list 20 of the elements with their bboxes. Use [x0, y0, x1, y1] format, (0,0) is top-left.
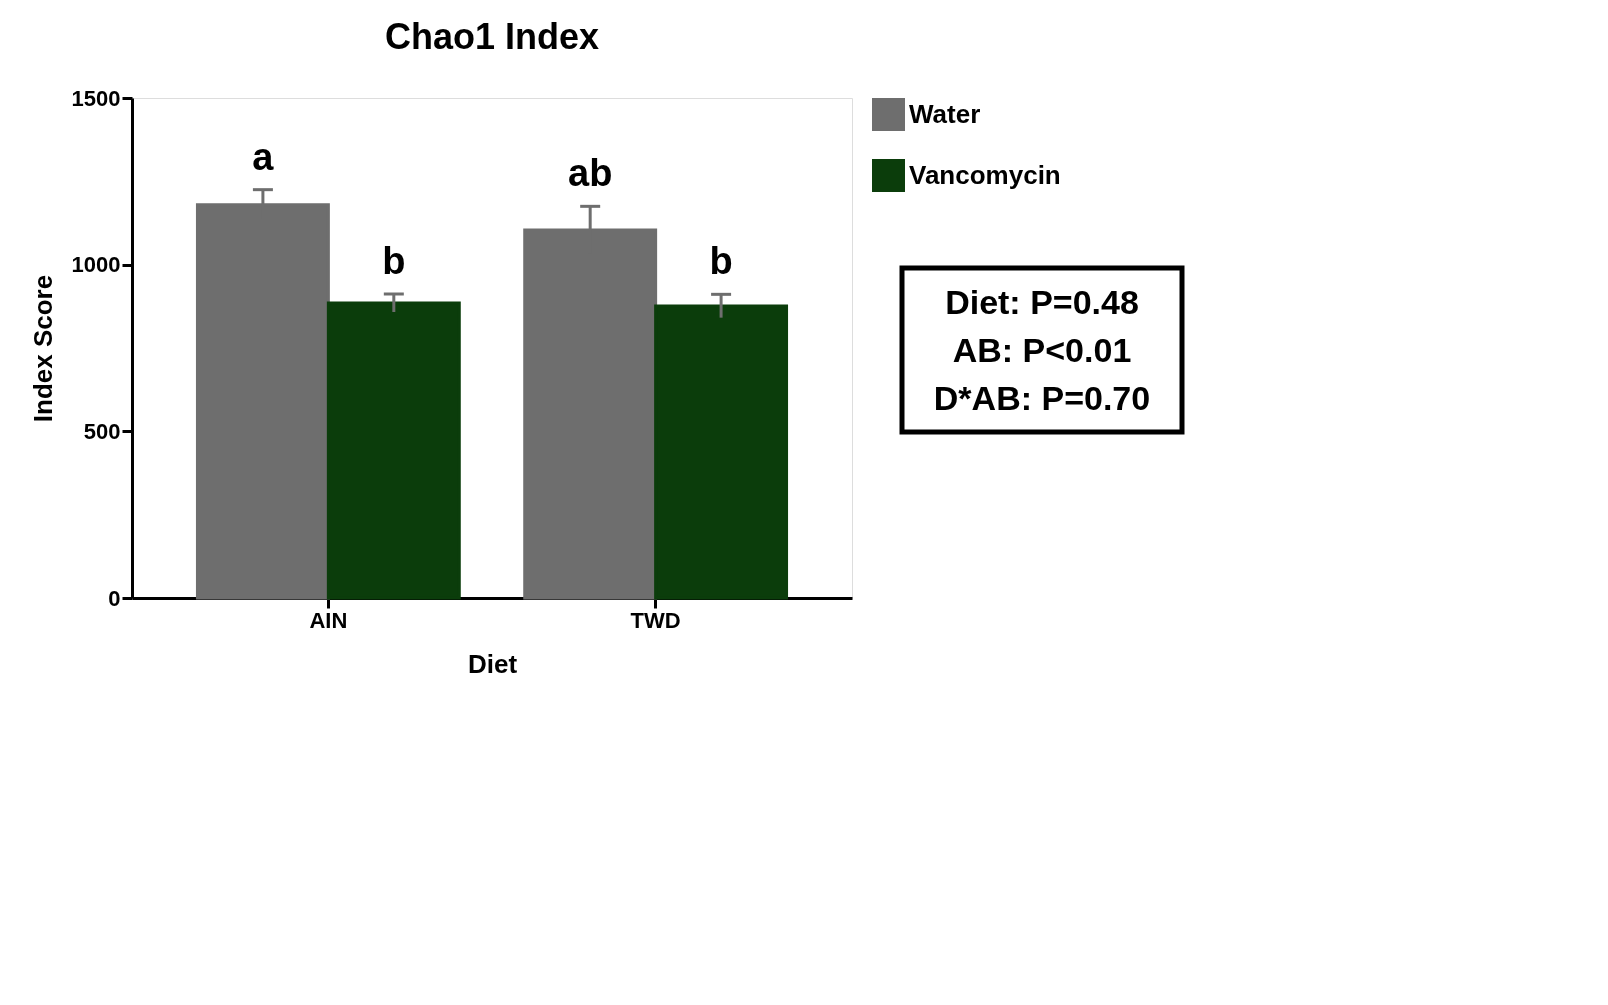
bar [654, 304, 789, 600]
x-axis-title: Diet [467, 648, 518, 679]
data-label: b [382, 240, 406, 282]
x-tick-label: AIN [309, 607, 348, 633]
text: Diet: P=0.48 [945, 283, 1139, 321]
data-label: a [252, 135, 275, 178]
x-tick-label: TWD [630, 607, 681, 633]
legend-label: Water [909, 98, 981, 129]
y-tick-label: 0 [108, 585, 121, 611]
data-label: b [709, 240, 733, 283]
data-label: ab [568, 152, 613, 195]
y-axis-title: Index Score [27, 274, 58, 423]
bar [326, 301, 461, 600]
legend-label: Vancomycin [909, 159, 1061, 190]
text: AB: P<0.01 [952, 331, 1132, 369]
y-tick-label: 1000 [71, 252, 121, 278]
y-tick-label: 500 [83, 418, 121, 444]
text: D*AB: P=0.70 [933, 379, 1151, 417]
chart-title: Chao1 Index [384, 16, 600, 57]
y-tick-label: 1500 [71, 85, 121, 111]
